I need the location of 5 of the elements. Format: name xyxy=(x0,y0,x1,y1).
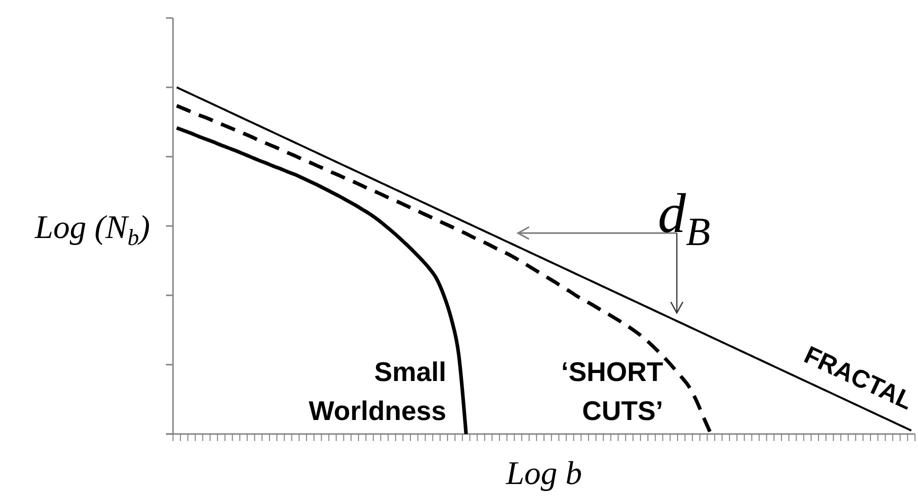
annotation: d$_{B}$ xyxy=(658,183,710,254)
series-label: ‘SHORT CUTS’ xyxy=(561,357,664,426)
y-axis-title: Log (N$_{b}$) xyxy=(34,210,150,250)
series-label: Small Worldness xyxy=(308,357,446,426)
x-axis-title: Log b xyxy=(504,456,582,492)
